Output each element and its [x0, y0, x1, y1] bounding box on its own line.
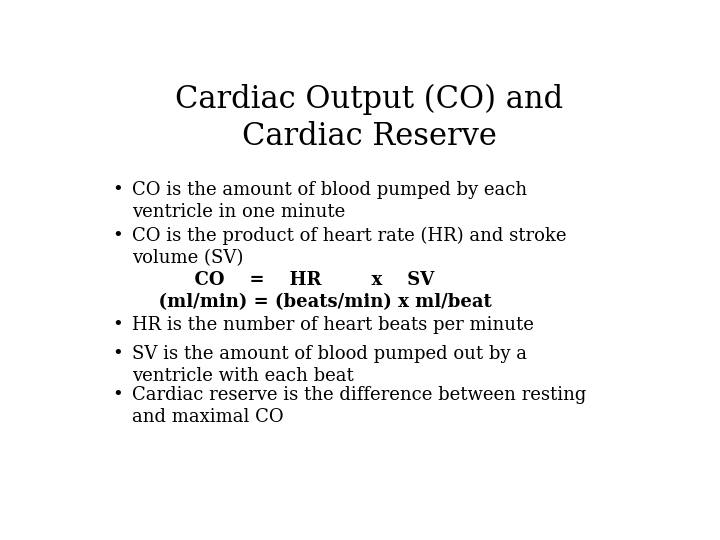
Text: •: • — [112, 227, 123, 245]
Text: SV is the amount of blood pumped out by a
ventricle with each beat: SV is the amount of blood pumped out by … — [132, 345, 527, 385]
Text: •: • — [112, 316, 123, 334]
Text: (ml/min) = (beats/min) x ml/beat: (ml/min) = (beats/min) x ml/beat — [145, 294, 492, 312]
Text: •: • — [112, 181, 123, 199]
Text: CO    =    HR        x    SV: CO = HR x SV — [157, 271, 434, 288]
Text: HR is the number of heart beats per minute: HR is the number of heart beats per minu… — [132, 316, 534, 334]
Text: •: • — [112, 386, 123, 404]
Text: Cardiac reserve is the difference between resting
and maximal CO: Cardiac reserve is the difference betwee… — [132, 386, 586, 427]
Text: •: • — [112, 345, 123, 363]
Text: CO is the product of heart rate (HR) and stroke
volume (SV): CO is the product of heart rate (HR) and… — [132, 227, 567, 267]
Text: CO is the amount of blood pumped by each
ventricle in one minute: CO is the amount of blood pumped by each… — [132, 181, 527, 221]
Text: Cardiac Output (CO) and
Cardiac Reserve: Cardiac Output (CO) and Cardiac Reserve — [175, 84, 563, 152]
